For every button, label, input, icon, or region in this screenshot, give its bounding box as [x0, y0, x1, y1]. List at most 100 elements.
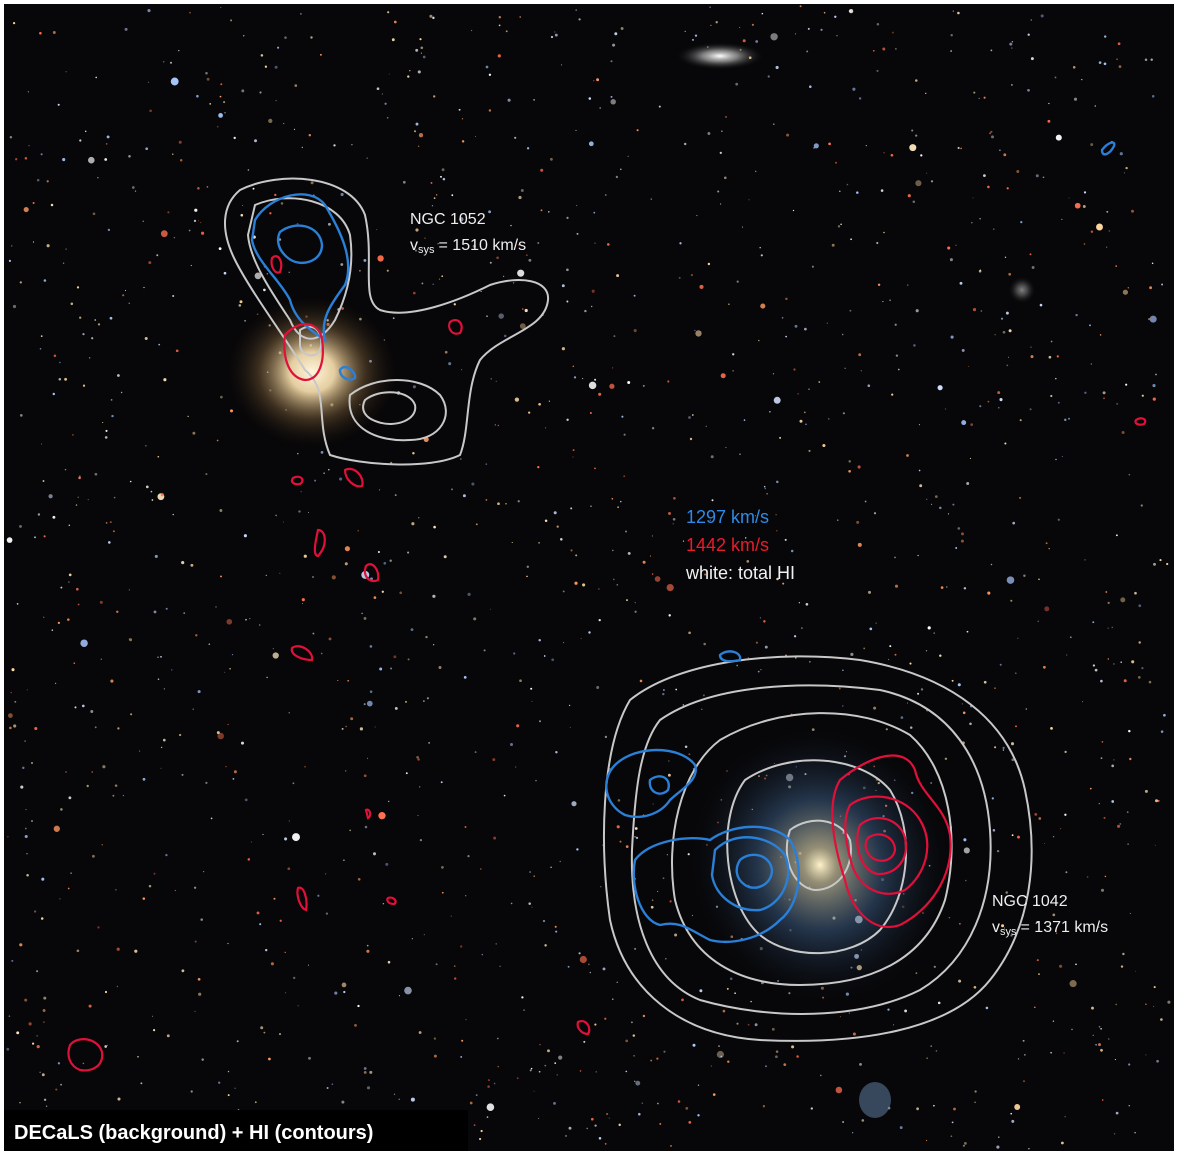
star [580, 1070, 582, 1072]
star [385, 863, 388, 866]
star [44, 1099, 46, 1101]
star [261, 54, 264, 57]
star [1095, 105, 1097, 107]
star [533, 99, 535, 101]
star [1129, 474, 1131, 476]
star [651, 906, 654, 909]
star [934, 632, 935, 633]
star [1038, 817, 1041, 820]
star [190, 564, 193, 567]
star [140, 1082, 142, 1084]
star [953, 10, 955, 12]
star [1004, 442, 1006, 444]
star [27, 689, 28, 690]
star [566, 217, 568, 219]
star [589, 141, 594, 146]
star [25, 835, 28, 838]
star [832, 244, 835, 247]
star [481, 291, 482, 292]
star [1009, 329, 1012, 332]
velocity-symbol: v [410, 237, 418, 254]
star [791, 550, 794, 553]
star [991, 564, 993, 566]
star [68, 796, 71, 799]
star [1106, 247, 1107, 248]
star [799, 420, 802, 423]
star [1134, 592, 1137, 595]
star [793, 368, 795, 370]
star [490, 262, 492, 264]
star [996, 1146, 999, 1149]
star [678, 1100, 681, 1103]
star [342, 983, 347, 988]
star [265, 949, 267, 951]
star [215, 606, 217, 608]
star [988, 401, 990, 403]
star [191, 1090, 193, 1092]
star [464, 826, 466, 828]
star [593, 80, 594, 81]
star [234, 770, 237, 773]
star [486, 66, 489, 69]
star [769, 411, 771, 413]
star [432, 17, 434, 19]
star [527, 147, 529, 149]
star [283, 522, 284, 523]
star [812, 266, 814, 268]
star [228, 724, 229, 725]
star [20, 414, 23, 417]
star [1108, 602, 1110, 604]
star [628, 156, 629, 157]
star [625, 531, 627, 533]
star [878, 284, 880, 286]
star [1027, 89, 1030, 92]
star [69, 525, 71, 527]
star [849, 1013, 850, 1014]
star [243, 35, 244, 36]
star [593, 212, 595, 214]
star [1084, 392, 1086, 394]
star [770, 33, 777, 40]
star [1099, 1026, 1101, 1028]
star [1010, 1113, 1012, 1115]
star [713, 1093, 716, 1096]
star [325, 873, 326, 874]
star [211, 818, 213, 820]
star [1075, 314, 1077, 316]
contour [366, 810, 370, 818]
star [53, 393, 55, 395]
star [34, 727, 37, 730]
star [806, 50, 808, 52]
star [72, 434, 74, 436]
star [828, 143, 831, 146]
star [795, 325, 798, 328]
star [837, 519, 838, 520]
star [1059, 965, 1062, 968]
star [1015, 725, 1017, 727]
star [277, 47, 279, 49]
star [432, 205, 433, 206]
star [930, 1045, 932, 1047]
star [773, 373, 774, 374]
star [128, 155, 131, 158]
star [960, 148, 962, 150]
star [433, 526, 436, 529]
star [10, 136, 12, 138]
star [194, 1011, 195, 1012]
star [89, 357, 90, 358]
star [161, 493, 164, 496]
star [866, 145, 867, 146]
star [791, 1045, 794, 1048]
star [14, 701, 16, 703]
star [551, 36, 553, 38]
star [375, 727, 376, 728]
star [59, 898, 60, 899]
star [1131, 660, 1134, 663]
star [125, 290, 126, 291]
star [799, 602, 800, 603]
star [117, 986, 118, 987]
star [417, 815, 418, 816]
star [907, 703, 908, 704]
star [257, 911, 260, 914]
star [698, 1085, 699, 1086]
